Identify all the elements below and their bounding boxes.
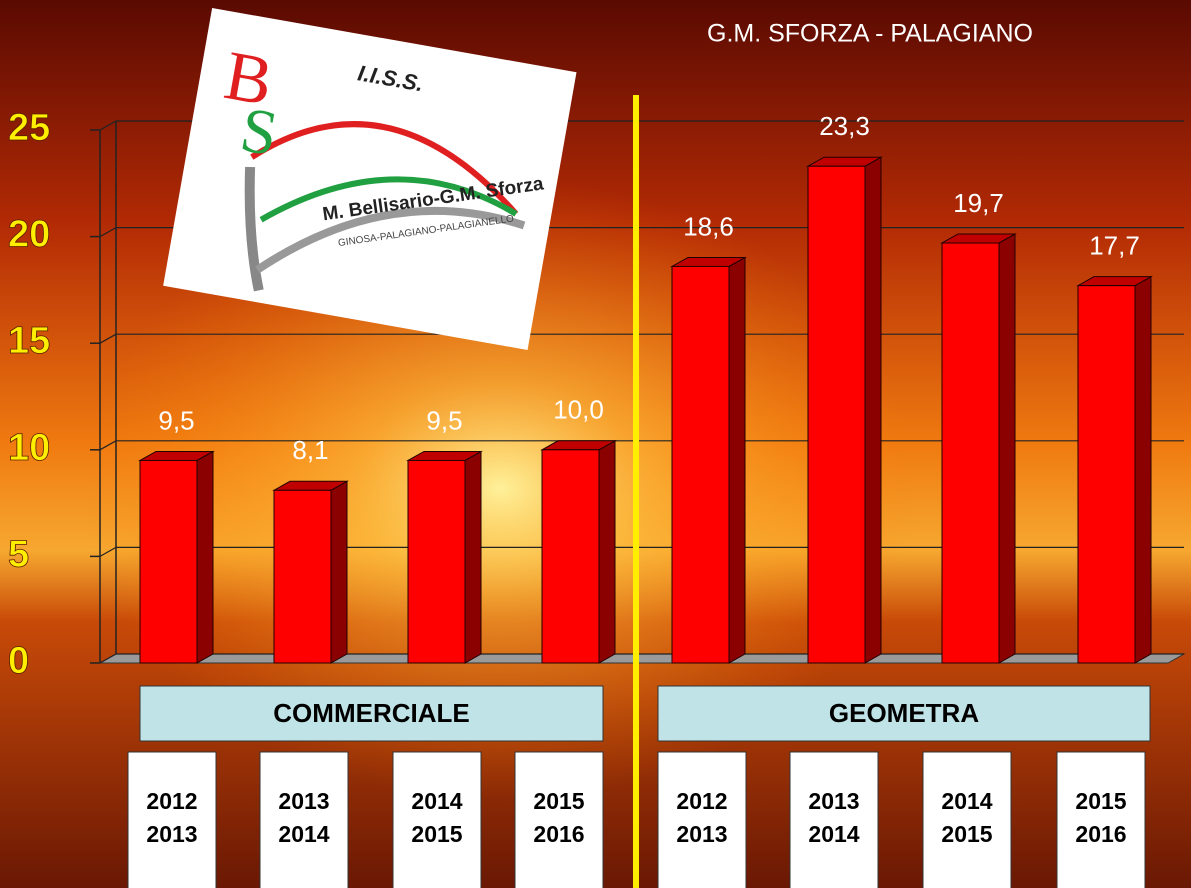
bar: [1077, 285, 1136, 664]
x-tick-label: 2012: [146, 788, 197, 814]
y-tick-label: 15: [8, 320, 50, 362]
value-label: 17,7: [1089, 231, 1140, 261]
bar-side: [464, 450, 482, 664]
bar: [807, 165, 866, 664]
x-tick-label: 2013: [278, 788, 329, 814]
x-tick-label: 2016: [533, 821, 584, 847]
x-tick-label: 2015: [1075, 788, 1126, 814]
floor: [98, 653, 1186, 664]
x-tick-label: 2015: [941, 821, 992, 847]
bar: [139, 459, 198, 664]
category-box: [657, 751, 747, 888]
x-tick-label: 2014: [941, 788, 992, 814]
group-box: [657, 685, 1151, 742]
x-tick-label: 2014: [278, 821, 329, 847]
x-tick-label: 2014: [411, 788, 462, 814]
x-tick-label: 2014: [808, 821, 859, 847]
x-tick-label: 2016: [1075, 821, 1126, 847]
x-tick-label: 2015: [411, 821, 462, 847]
value-label: 18,6: [683, 211, 734, 241]
category-box: [922, 751, 1012, 888]
bar-side: [998, 233, 1016, 664]
bar-side: [196, 450, 214, 664]
bar-side: [728, 256, 746, 664]
plot-area: 0 5 10 15 20 25 9,5 8,1 9,5 10,0 18,6 23,3 19,7 17,7: [8, 107, 1186, 682]
grid-line: [99, 120, 117, 131]
bar: [407, 459, 466, 664]
value-label: 19,7: [953, 188, 1004, 218]
group-label: COMMERCIALE: [273, 698, 469, 728]
group-label: GEOMETRA: [829, 698, 979, 728]
category-box: [1056, 751, 1146, 888]
logo-arc: [250, 121, 519, 216]
value-label: 23,3: [819, 111, 870, 141]
grid-line: [99, 653, 117, 664]
y-tick-label: 20: [8, 214, 50, 256]
bar-side: [598, 439, 616, 664]
grid-line: [99, 227, 117, 238]
bar: [941, 242, 1000, 664]
logo-arc: [244, 166, 264, 292]
category-box: [392, 751, 482, 888]
x-tick-label: 2013: [146, 821, 197, 847]
bar-side: [1134, 275, 1152, 664]
logo-arc: [259, 176, 518, 223]
logo-arc: [255, 206, 526, 274]
bar: [273, 489, 332, 664]
logo: B S I.I.S.S. M. Bellisario-G.M. Sforza G…: [163, 8, 577, 350]
bar-side: [864, 156, 882, 664]
bar-side: [330, 480, 348, 664]
grid-line: [99, 333, 117, 344]
x-tick-label: 2013: [676, 821, 727, 847]
y-tick-label: 10: [8, 427, 50, 469]
value-label: 9,5: [158, 405, 194, 435]
y-tick-label: 25: [8, 107, 50, 149]
value-label: 9,5: [426, 405, 462, 435]
y-tick-label: 0: [8, 640, 29, 682]
x-tick-label: 2013: [808, 788, 859, 814]
category-box: [789, 751, 879, 888]
chart-title: G.M. SFORZA - PALAGIANO: [707, 20, 1033, 48]
y-tick-label: 5: [8, 533, 29, 575]
x-tick-label: 2012: [676, 788, 727, 814]
category-box: [259, 751, 349, 888]
group-box: [139, 685, 604, 742]
category-box: [127, 751, 217, 888]
grid-line: [99, 546, 117, 557]
grid-line: [99, 440, 117, 451]
value-label: 8,1: [292, 435, 328, 465]
x-tick-label: 2015: [533, 788, 584, 814]
value-label: 10,0: [553, 395, 604, 425]
category-box: [514, 751, 604, 888]
bar: [541, 449, 600, 664]
bar: [671, 265, 730, 664]
